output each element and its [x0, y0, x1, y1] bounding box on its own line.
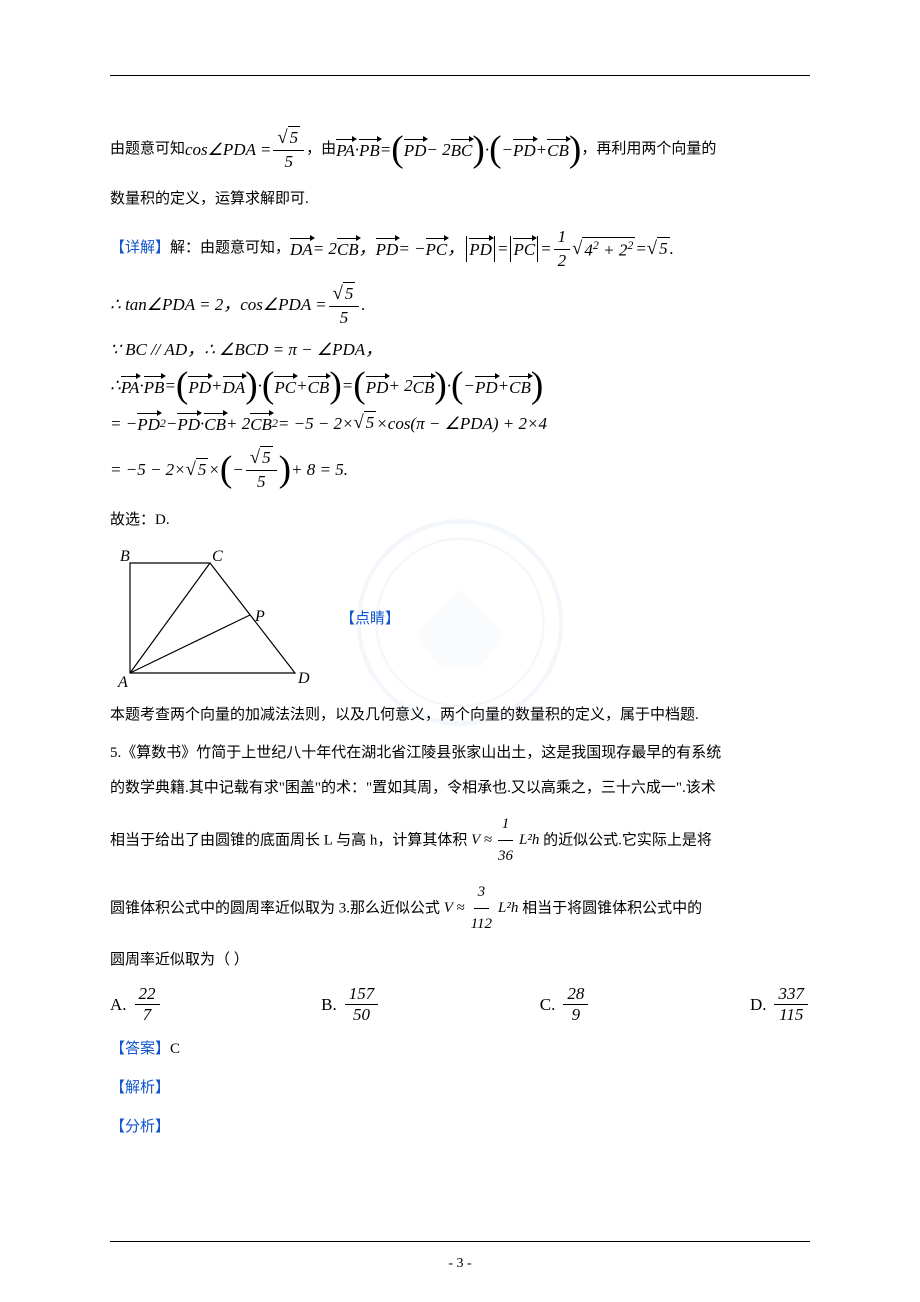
sqrt-arg: 42 + 22	[582, 237, 635, 262]
answer-label: 【答案】	[110, 1041, 170, 1057]
text: ∵ BC // AD，∴ ∠BCD = π − ∠PDA，	[110, 339, 382, 361]
vec-BC: BC	[451, 137, 473, 162]
vec-PD: PD	[404, 137, 427, 162]
q5-line3: 相当于给出了由圆锥的底面周长 L 与高 h，计算其体积 V ≈ 136 L²h …	[110, 809, 810, 873]
vec-DA: DA	[290, 236, 313, 261]
answer-d: 故选：D.	[110, 504, 810, 537]
top-rule	[110, 75, 810, 76]
label-A: A	[117, 674, 128, 691]
q5-line4: 圆锥体积公式中的圆周率近似取为 3.那么近似公式 V ≈ 3112 L²h 相当…	[110, 877, 810, 941]
vec-PA: PA	[121, 374, 140, 399]
detail-label: 【详解】	[110, 239, 170, 259]
line-4: ∴ tan∠PDA = 2， cos∠PDA = √5 5 .	[110, 282, 810, 329]
q5-line1: 5.《算数书》竹简于上世纪八十年代在湖北省江陵县张家山出土，这是我国现存最早的有…	[110, 738, 810, 770]
vec-PD: PD	[513, 137, 536, 162]
vec-PC: PC	[513, 236, 535, 261]
text: 由题意可知	[110, 140, 185, 160]
line-8: = −5 − 2×√5 × (−√55) + 8 = 5.	[110, 446, 810, 493]
cos-expr: cos∠PDA =	[240, 294, 326, 316]
vec-PD: PD	[376, 236, 399, 261]
page-number: - 3 -	[0, 1256, 920, 1272]
tan-expr: ∴ tan∠PDA = 2，	[110, 294, 240, 316]
q5-line2: 的数学典籍.其中记载有求"囷盖"的术："置如其周，令相承也.又以高乘之，三十六成…	[110, 773, 810, 805]
frac-sqrt5-5: √5 5	[329, 282, 360, 329]
dianjing-label: 【点睛】	[340, 607, 400, 628]
vec-PD: PD	[469, 236, 492, 261]
label-D: D	[297, 670, 310, 687]
trapezoid-diagram: B C A D P	[110, 543, 310, 693]
jiexi-label: 【解析】	[110, 1072, 810, 1105]
vec-PA: PA	[336, 137, 355, 162]
label-P: P	[254, 608, 265, 625]
option-B[interactable]: B. 15750	[321, 984, 380, 1025]
option-D[interactable]: D. 337115	[750, 984, 810, 1025]
frac-1-2: 12	[554, 226, 571, 271]
answer-value: C	[170, 1041, 180, 1057]
line-3: 【详解】 解：由题意可知， DA = 2CB， PD = −PC， PD = P…	[110, 226, 810, 271]
vec-CB: CB	[547, 137, 569, 162]
answer-line: 【答案】C	[110, 1033, 810, 1066]
line-1: 由题意可知 cos∠PDA = √5 5 ，由 PA · PB = (PD − …	[110, 126, 810, 173]
math-cos: cos∠PDA =	[185, 139, 271, 161]
vec-PB: PB	[359, 137, 380, 162]
options-row: A. 227 B. 15750 C. 289 D. 337115	[110, 984, 810, 1025]
diagram-row: B C A D P 【点睛】	[110, 543, 810, 693]
line-5: ∵ BC // AD，∴ ∠BCD = π − ∠PDA，	[110, 339, 810, 361]
vec-CB: CB	[337, 236, 359, 261]
document-page: 由题意可知 cos∠PDA = √5 5 ，由 PA · PB = (PD − …	[0, 0, 920, 1302]
bottom-rule	[110, 1241, 810, 1242]
label-B: B	[120, 548, 130, 565]
line-2: 数量积的定义，运算求解即可.	[110, 183, 810, 216]
label-C: C	[212, 548, 223, 565]
summary: 本题考查两个向量的加减法法则，以及几何意义，两个向量的数量积的定义，属于中档题.	[110, 699, 810, 732]
fenxi-label: 【分析】	[110, 1111, 810, 1144]
line-6: ∴ PA · PB = (PD + DA)·(PC + CB) = (PD + …	[110, 371, 810, 401]
frac-sqrt5-5: √5 5	[273, 126, 304, 173]
text: ，再利用两个向量的	[581, 140, 716, 160]
option-C[interactable]: C. 289	[540, 984, 591, 1025]
text: ，由	[306, 140, 336, 160]
option-A[interactable]: A. 227	[110, 984, 162, 1025]
text: 解：由题意可知，	[170, 239, 290, 259]
vec-PB: PB	[144, 374, 165, 399]
line-7: = −PD2 − PD · CB + 2CB2 = −5 − 2×√5 ×cos…	[110, 411, 810, 436]
vec-PC: PC	[426, 236, 448, 261]
q5-line5: 圆周率近似取为（ ）	[110, 945, 810, 977]
